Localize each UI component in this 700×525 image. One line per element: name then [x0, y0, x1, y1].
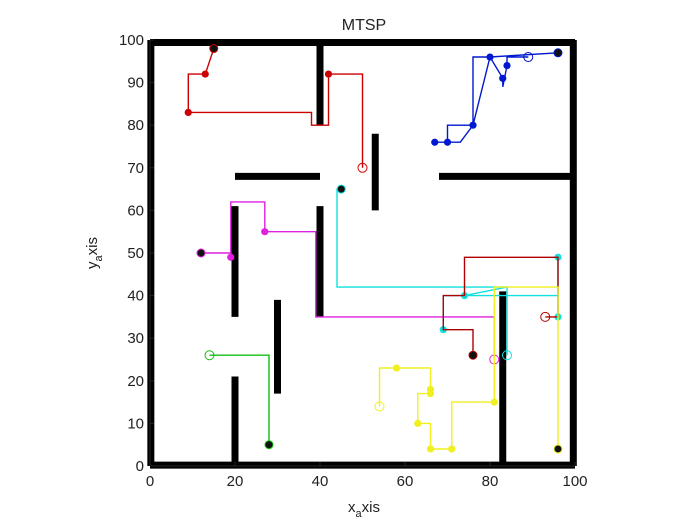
x-axis-label-rest: xis — [362, 499, 380, 516]
path-yellow — [374, 286, 563, 454]
y-tick-label: 40 — [127, 288, 144, 305]
waypoint-marker — [431, 138, 439, 146]
y-axis-label-rest: xis — [84, 237, 101, 255]
y-tick-label: 30 — [127, 330, 144, 347]
waypoint-marker — [392, 364, 401, 372]
y-tick-label: 10 — [127, 415, 144, 432]
y-axis-label-sub: a — [93, 254, 105, 261]
path-red — [184, 44, 368, 173]
route-line-green — [209, 354, 270, 445]
x-tick-label: 40 — [312, 473, 329, 490]
y-axis-label-main: y — [84, 261, 101, 269]
waypoint-marker — [499, 74, 507, 82]
waypoint-marker — [184, 108, 192, 117]
y-tick-label: 50 — [127, 245, 144, 262]
waypoint-marker — [261, 228, 269, 236]
end-point — [204, 350, 215, 361]
waypoint-marker — [443, 138, 452, 146]
start-point — [264, 440, 274, 450]
start-point — [553, 48, 563, 58]
y-tick-label: 80 — [127, 117, 144, 134]
route-line-yellow — [378, 286, 559, 450]
start-point — [209, 44, 219, 54]
x-tick-label: 60 — [397, 473, 414, 490]
x-tick-label: 80 — [482, 473, 499, 490]
waypoint-marker — [414, 419, 422, 427]
waypoint-marker — [448, 445, 456, 453]
axes: 0 20 40 60 80 100 0 10 20 30 40 50 60 70 80 90 100 — [119, 32, 588, 490]
x-tick-label: 100 — [562, 473, 587, 490]
end-point — [374, 401, 385, 412]
x-axis-label-main: x — [348, 499, 356, 516]
start-point — [553, 444, 563, 454]
path-magenta — [196, 201, 500, 365]
x-tick-label: 0 — [146, 473, 154, 490]
end-point — [502, 350, 512, 361]
x-axis-label-sub: a — [356, 508, 363, 520]
waypoint-marker — [426, 385, 435, 393]
waypoint-marker — [503, 61, 511, 70]
route-line-blue — [434, 52, 559, 143]
end-point — [357, 162, 368, 173]
y-tick-label: 60 — [127, 202, 144, 219]
x-tick-label: 20 — [227, 473, 244, 490]
waypoint-marker — [490, 398, 498, 406]
waypoint-marker — [201, 70, 209, 78]
y-tick-label: 100 — [119, 32, 144, 49]
y-tick-label: 70 — [127, 160, 144, 177]
y-tick-label: 20 — [127, 373, 144, 390]
start-point — [196, 248, 206, 258]
y-tick-label: 90 — [127, 75, 144, 92]
start-point — [468, 350, 478, 360]
route-line-red — [187, 48, 364, 168]
x-axis-label: xaxis — [348, 499, 380, 520]
path-green — [204, 350, 274, 450]
y-tick-label: 0 — [136, 458, 144, 475]
waypoint-marker — [426, 445, 435, 453]
path-blue — [431, 48, 563, 146]
end-point — [540, 311, 551, 322]
robot-paths — [184, 44, 563, 454]
waypoint-marker — [227, 253, 235, 261]
chart-title: MTSP — [342, 17, 386, 34]
end-point — [523, 52, 534, 63]
waypoint-marker — [486, 53, 494, 61]
start-point — [336, 184, 346, 194]
waypoint-marker — [324, 70, 333, 78]
waypoint-marker — [469, 121, 477, 129]
y-axis-label: yaxis — [84, 237, 105, 269]
